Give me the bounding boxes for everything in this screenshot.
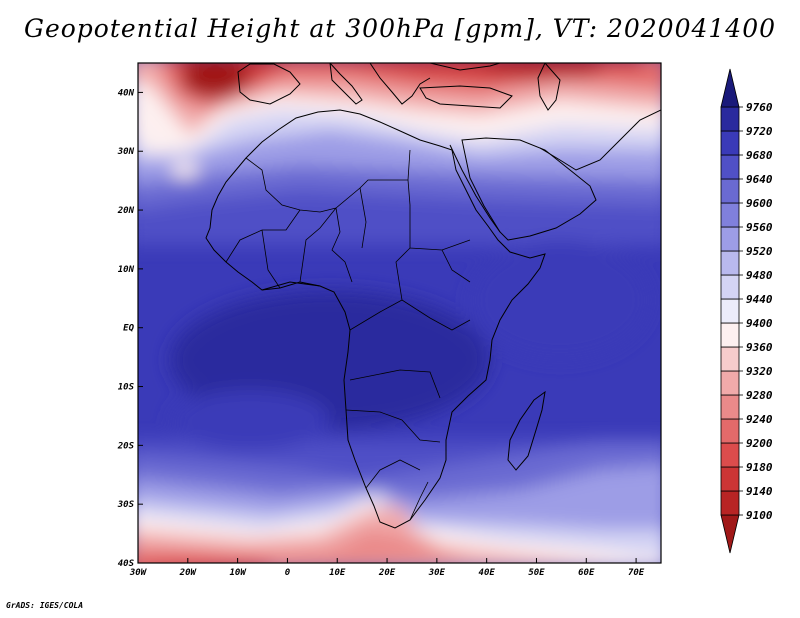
black-sea (429, 63, 501, 71)
lat-tick-label: 10S (118, 383, 135, 393)
lon-tick-label: 10E (329, 568, 346, 578)
grads-credit: GrADS: IGES/COLA (6, 601, 84, 610)
persian-gulf (539, 109, 661, 171)
longitude-ticks: 30W 20W 10W 0 10E 20E 30E 40E 50E 60E 70E (129, 558, 645, 578)
lon-tick-label: 60E (578, 568, 595, 578)
lat-tick-label: 20N (117, 206, 135, 216)
colorbar-label: 9760 (746, 101, 773, 114)
colorbar-label: 9200 (746, 437, 773, 450)
lat-tick-label: EQ (123, 324, 134, 334)
africa-coastline (205, 109, 546, 529)
lon-tick-label: 70E (628, 568, 645, 578)
colorbar-swatch (720, 466, 740, 492)
caspian (537, 63, 561, 111)
colorbar-swatch (720, 514, 740, 554)
lon-tick-label: 50E (528, 568, 545, 578)
lon-tick-label: 40E (479, 568, 496, 578)
colorbar-label: 9360 (746, 341, 773, 354)
colorbar-swatch (720, 106, 740, 132)
colorbar-label: 9680 (746, 149, 773, 162)
colorbar-label: 9720 (746, 125, 773, 138)
lat-tick-label: 40S (118, 559, 135, 569)
latitude-ticks: 40N 30N 20N 10N EQ 10S 20S 30S 40S (117, 88, 143, 569)
iberia (237, 63, 301, 105)
colorbar-label: 9600 (746, 197, 773, 210)
lon-tick-label: 20E (378, 568, 396, 578)
lon-tick-label: 10W (229, 568, 247, 578)
madagascar (507, 390, 546, 471)
colorbar-swatch (720, 274, 740, 300)
balkans (369, 63, 431, 105)
colorbar-label: 9240 (746, 413, 773, 426)
colorbar-swatch (720, 370, 740, 396)
colorbar-swatch (720, 490, 740, 516)
colorbar-label: 9280 (746, 389, 773, 402)
colorbar-swatch (720, 154, 740, 180)
colorbar-swatch (720, 346, 740, 372)
lat-tick-label: 10N (118, 265, 135, 275)
plot-frame (137, 62, 662, 564)
height-field (138, 63, 661, 563)
borders (225, 149, 471, 521)
colorbar-label: 9180 (746, 461, 773, 474)
map-title: Geopotential Height at 300hPa [gpm], VT:… (23, 14, 777, 43)
colorbar-label: 9640 (746, 173, 773, 186)
italy (329, 63, 363, 105)
colorbar-swatch (720, 322, 740, 348)
colorbar-swatch (720, 130, 740, 156)
colorbar-swatch (720, 226, 740, 252)
colorbar-label: 9520 (746, 245, 773, 258)
lon-tick-label: 0 (285, 568, 291, 578)
red-sea (449, 144, 501, 233)
arabia (461, 137, 597, 241)
lon-tick-label: 20W (179, 568, 198, 578)
colorbar-label: 9320 (746, 365, 773, 378)
lat-tick-label: 20S (117, 441, 135, 451)
lat-tick-label: 30S (117, 500, 135, 510)
colorbar-swatch (720, 418, 740, 444)
colorbar-swatch (720, 178, 740, 204)
colorbar-swatch (720, 442, 740, 468)
colorbar: 9100 9140 9180 9200 9240 9280 9320 9360 9400 9440… (720, 68, 773, 554)
colorbar-label: 9140 (746, 485, 773, 498)
colorbar-label: 9560 (746, 221, 773, 234)
colorbar-swatch (720, 298, 740, 324)
lon-tick-label: 30W (129, 568, 148, 578)
colorbar-label: 9100 (746, 509, 773, 522)
anatolia (419, 85, 513, 109)
colorbar-label: 9400 (746, 317, 773, 330)
colorbar-label: 9440 (746, 293, 773, 306)
lat-tick-label: 30N (117, 147, 135, 157)
coastlines (205, 63, 661, 529)
colorbar-swatch (720, 394, 740, 420)
lat-tick-label: 40N (118, 88, 135, 98)
lon-tick-label: 30E (428, 568, 446, 578)
colorbar-swatch (720, 202, 740, 228)
colorbar-swatch (720, 250, 740, 276)
colorbar-swatch (720, 68, 740, 108)
colorbar-label: 9480 (746, 269, 773, 282)
gulf-of-guinea (261, 281, 321, 291)
